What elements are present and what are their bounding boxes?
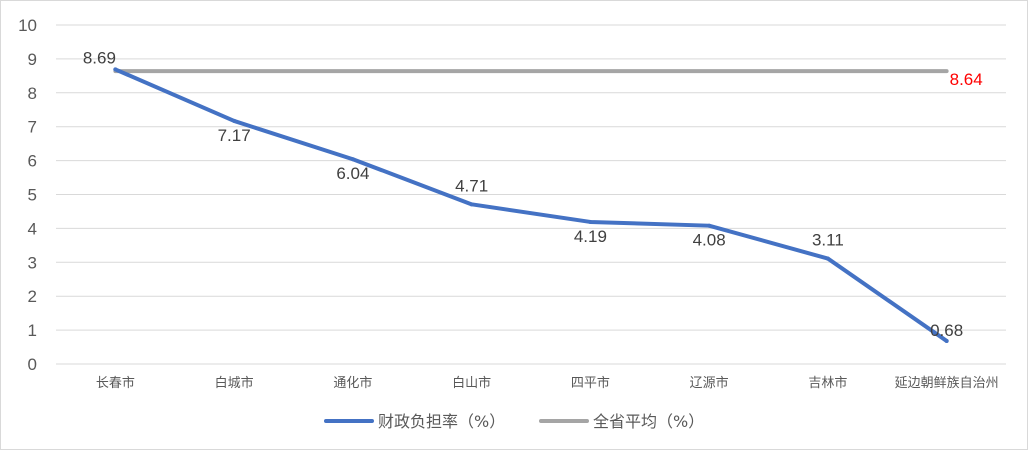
data-label-average: 8.64 xyxy=(950,70,983,89)
data-label: 7.17 xyxy=(218,126,251,145)
data-label: 3.11 xyxy=(812,231,844,250)
x-tick-label: 四平市 xyxy=(571,375,610,391)
y-tick-label: 9 xyxy=(28,50,37,69)
y-tick-label: 10 xyxy=(18,16,37,35)
y-tick-label: 5 xyxy=(28,186,37,205)
data-point xyxy=(113,67,118,72)
y-tick-label: 6 xyxy=(28,152,37,171)
x-tick-label: 白城市 xyxy=(215,375,254,391)
x-tick-label: 长春市 xyxy=(96,375,135,391)
data-point xyxy=(944,338,949,343)
data-point xyxy=(350,157,355,162)
x-tick-label: 通化市 xyxy=(333,375,372,391)
y-tick-label: 7 xyxy=(28,118,37,137)
y-tick-label: 0 xyxy=(28,355,37,374)
data-point xyxy=(707,223,712,228)
data-point xyxy=(588,219,593,224)
y-tick-label: 4 xyxy=(28,219,37,238)
legend: 财政负担率（%） 全省平均（%） xyxy=(324,412,704,431)
data-label: 8.69 xyxy=(83,48,116,67)
gridlines xyxy=(56,24,1006,365)
data-label: 6.04 xyxy=(336,164,369,183)
y-tick-label: 3 xyxy=(28,253,37,272)
x-tick-label: 白山市 xyxy=(452,375,491,391)
y-tick-label: 2 xyxy=(28,287,37,306)
data-point xyxy=(825,256,830,261)
y-tick-label: 8 xyxy=(28,84,37,103)
legend-label: 全省平均（%） xyxy=(593,412,704,431)
data-label: 4.08 xyxy=(693,231,726,250)
data-point xyxy=(469,202,474,207)
y-tick-label: 1 xyxy=(28,321,37,340)
x-tick-label: 延边朝鲜族自治州 xyxy=(895,375,999,391)
x-tick-label: 吉林市 xyxy=(808,375,847,391)
x-tick-label: 辽源市 xyxy=(690,375,729,391)
series-line-burden-rate xyxy=(113,67,949,343)
x-axis-ticks: 长春市 白城市 通化市 白山市 四平市 辽源市 吉林市 延边朝鲜族自治州 xyxy=(96,375,999,391)
data-label: 4.71 xyxy=(455,176,488,195)
series-lines xyxy=(113,67,949,343)
data-point xyxy=(232,118,237,123)
data-labels: 8.64 8.69 7.17 6.04 4.71 4.19 4.08 3.11 0.68 xyxy=(83,48,983,340)
legend-label: 财政负担率（%） xyxy=(378,412,505,431)
data-label: 4.19 xyxy=(574,227,607,246)
y-axis-ticks: 0 1 2 3 4 5 6 7 8 9 10 xyxy=(18,16,37,374)
data-label: 0.68 xyxy=(930,321,963,340)
